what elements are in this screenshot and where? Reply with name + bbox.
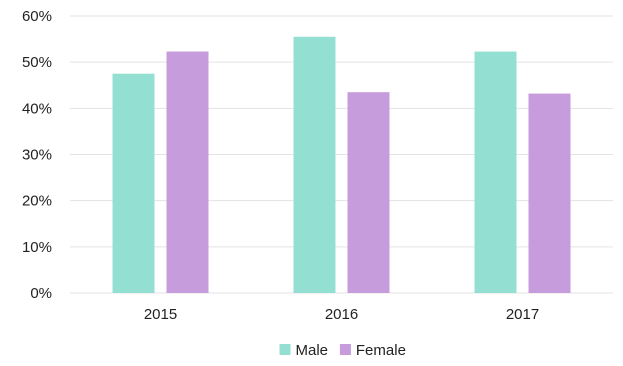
x-tick-label: 2016 (325, 306, 358, 323)
bar-male-2016 (293, 36, 336, 294)
bar-female-2016 (347, 92, 390, 293)
gridlines (70, 15, 613, 294)
y-tick-label: 40% (22, 100, 52, 117)
bars (112, 36, 571, 294)
legend-label-male: Male (296, 342, 329, 359)
y-tick-label: 50% (22, 54, 52, 71)
y-tick-label: 30% (22, 147, 52, 164)
x-tick-label: 2015 (144, 306, 177, 323)
bar-female-2015 (166, 51, 209, 293)
x-tick-label: 2017 (506, 306, 539, 323)
y-tick-label: 60% (22, 8, 52, 25)
legend-swatch-male (279, 344, 291, 355)
bar-male-2015 (112, 73, 155, 293)
legend: Male Female (279, 342, 406, 359)
y-tick-label: 10% (22, 239, 52, 256)
legend-label-female: Female (356, 342, 406, 359)
x-axis-ticks: 2015 2016 2017 (144, 306, 539, 323)
bar-female-2017 (528, 93, 571, 293)
y-axis-ticks: 0% 10% 20% 30% 40% 50% 60% (22, 8, 52, 302)
legend-swatch-female (339, 344, 351, 355)
bar-male-2017 (474, 51, 517, 293)
y-tick-label: 20% (22, 193, 52, 210)
y-tick-label: 0% (30, 285, 52, 302)
